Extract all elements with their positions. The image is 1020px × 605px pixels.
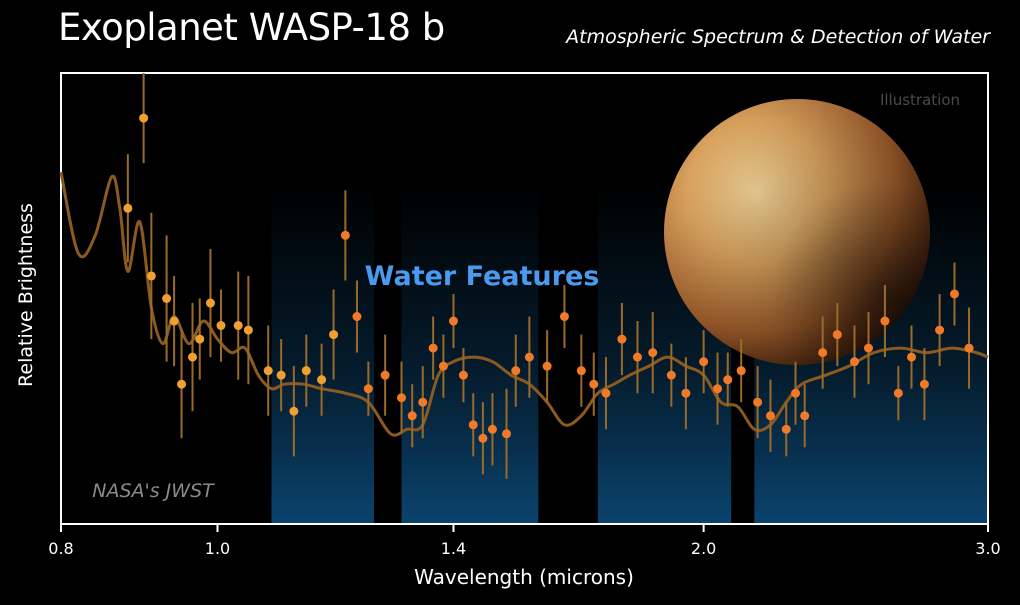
- data-point: [617, 334, 627, 344]
- water-band-1: [401, 183, 539, 524]
- data-point: [589, 379, 599, 389]
- data-point: [205, 298, 215, 308]
- data-point: [263, 366, 273, 376]
- data-point: [666, 370, 676, 380]
- water-features-label: Water Features: [365, 261, 600, 292]
- data-point: [216, 321, 226, 331]
- data-point: [935, 325, 945, 335]
- data-point: [428, 343, 438, 353]
- data-point: [317, 375, 327, 385]
- data-point: [863, 343, 873, 353]
- data-point: [964, 343, 974, 353]
- data-point: [188, 352, 198, 362]
- data-point: [363, 384, 373, 394]
- data-point: [407, 411, 417, 421]
- data-point: [468, 420, 478, 430]
- data-point: [146, 271, 156, 281]
- x-axis-ticks: 0.8 1.0 1.4 2.0 3.0: [48, 524, 1001, 558]
- data-point: [139, 113, 149, 123]
- data-point: [478, 433, 488, 443]
- data-point: [648, 348, 658, 358]
- data-point: [765, 411, 775, 421]
- data-point: [681, 388, 691, 398]
- plot-frame: [60, 72, 989, 525]
- data-point: [542, 361, 552, 371]
- data-point: [832, 330, 842, 340]
- data-point: [301, 366, 311, 376]
- data-point: [458, 370, 468, 380]
- data-point: [511, 366, 521, 376]
- data-point: [818, 348, 828, 358]
- data-point: [524, 352, 534, 362]
- data-point: [632, 352, 642, 362]
- data-points: [123, 113, 974, 443]
- x-axis-label: Wavelength (microns): [414, 565, 634, 589]
- credit-label: NASA's JWST: [92, 480, 215, 502]
- data-point: [162, 294, 172, 303]
- illustration-label: Illustration: [880, 91, 960, 109]
- x-tick-label: 1.4: [441, 539, 466, 558]
- data-point: [849, 357, 859, 367]
- data-point: [123, 203, 133, 213]
- x-tick-label: 1.0: [205, 539, 230, 558]
- data-point: [791, 388, 801, 398]
- data-point: [907, 352, 917, 362]
- data-point: [233, 321, 243, 331]
- data-point: [438, 361, 448, 371]
- data-point: [753, 397, 763, 407]
- data-point: [289, 406, 299, 416]
- data-point: [800, 411, 810, 421]
- data-point: [340, 230, 350, 240]
- data-point: [169, 316, 179, 326]
- data-point: [781, 424, 791, 434]
- data-point: [949, 289, 959, 299]
- data-point: [699, 357, 709, 367]
- chart-subtitle: Atmospheric Spectrum & Detection of Wate…: [566, 26, 990, 48]
- data-point: [736, 366, 746, 376]
- data-point: [576, 366, 586, 376]
- data-point: [195, 334, 205, 344]
- data-point: [559, 312, 569, 322]
- water-band-0: [271, 183, 374, 524]
- data-point: [487, 424, 497, 434]
- planet-illustration: [664, 99, 930, 365]
- data-point: [502, 429, 512, 439]
- data-point: [880, 316, 890, 326]
- data-point: [713, 384, 723, 394]
- data-point: [919, 379, 929, 389]
- data-point: [723, 375, 733, 385]
- x-tick-label: 2.0: [691, 539, 716, 558]
- data-point: [177, 379, 187, 389]
- data-point: [243, 325, 253, 335]
- data-point: [329, 330, 339, 340]
- data-point: [276, 370, 286, 380]
- data-point: [601, 388, 611, 398]
- data-point: [397, 393, 407, 403]
- data-point: [352, 312, 362, 322]
- data-point: [418, 397, 428, 407]
- data-point: [448, 316, 458, 326]
- data-point: [380, 370, 390, 380]
- x-tick-label: 0.8: [48, 539, 73, 558]
- chart-title: Exoplanet WASP-18 b: [58, 6, 445, 49]
- data-point: [893, 388, 903, 398]
- x-tick-label: 3.0: [975, 539, 1000, 558]
